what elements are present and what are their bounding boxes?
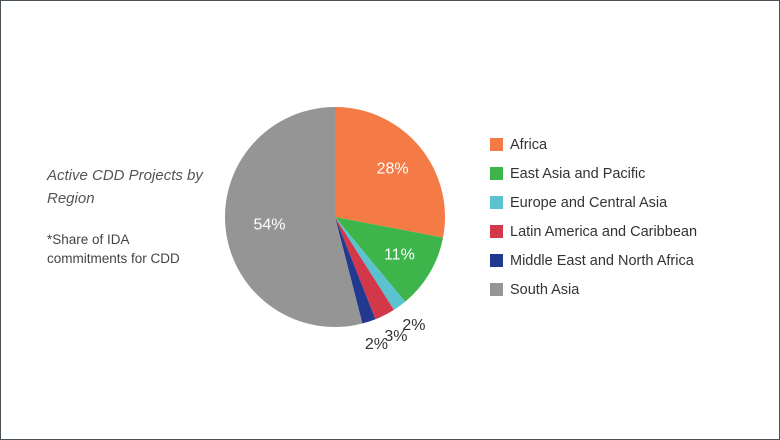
legend-label: South Asia: [510, 282, 580, 298]
data-label: 3%: [384, 328, 407, 345]
pie-slice: [224, 107, 363, 327]
data-label: 28%: [377, 161, 409, 178]
legend-label: Middle East and North Africa: [510, 253, 695, 269]
pie-slice: [335, 217, 444, 302]
chart-title: Active CDD Projects by Region: [47, 167, 203, 207]
pie-slice: [335, 107, 446, 238]
legend-label: Latin America and Caribbean: [510, 224, 697, 240]
data-label: 54%: [254, 216, 286, 233]
legend-label: Europe and Central Asia: [510, 195, 668, 211]
pie-slice: [335, 217, 406, 310]
legend-swatch: [490, 254, 503, 267]
legend-label: Africa: [510, 137, 548, 153]
chart-subtitle: *Share of IDA commitments for CDD: [47, 232, 180, 266]
pie-slice: [335, 217, 394, 320]
legend-swatch: [490, 196, 503, 209]
legend-swatch: [490, 225, 503, 238]
pie-slice: [335, 217, 376, 324]
legend-swatch: [490, 138, 503, 151]
data-label: 2%: [402, 317, 425, 334]
data-label: 2%: [365, 336, 388, 353]
legend-swatch: [490, 283, 503, 296]
legend-label: East Asia and Pacific: [510, 166, 645, 182]
legend-swatch: [490, 167, 503, 180]
data-label: 11%: [384, 246, 415, 263]
